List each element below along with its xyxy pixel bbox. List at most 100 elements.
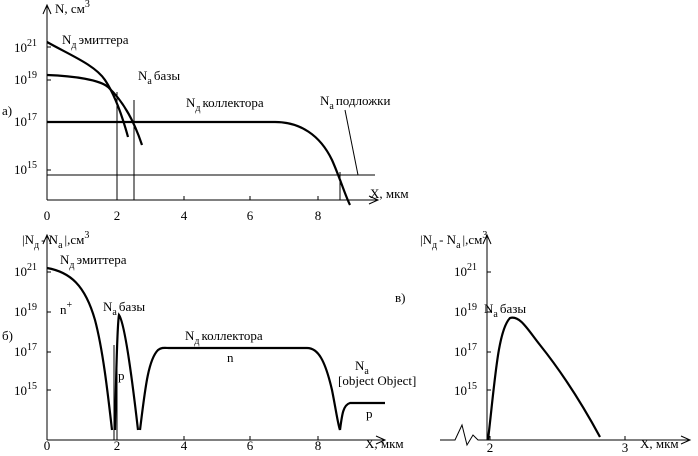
- x-tick-label: 6: [247, 438, 254, 453]
- panel-c-curves: [486, 316, 601, 441]
- y-axis-label: |Nд - Na |,см3: [22, 230, 89, 251]
- text-segment: N: [138, 68, 148, 83]
- text-segment: p: [118, 368, 125, 383]
- text-segment: базы: [154, 68, 181, 83]
- text-segment: a: [329, 101, 334, 112]
- text-segment: 10: [14, 304, 27, 319]
- region-label: n+: [60, 300, 73, 317]
- text-segment: p: [366, 406, 373, 421]
- text-segment: 17: [27, 342, 37, 353]
- x-tick-label: 2: [487, 440, 494, 455]
- y-axis-label: |Nд - Na |,см3: [420, 230, 487, 251]
- x-tick-label: 8: [315, 208, 322, 223]
- curve-label: Na базы: [484, 301, 526, 320]
- text-segment: д: [432, 240, 437, 251]
- text-segment: 17: [467, 342, 477, 353]
- text-segment: базы: [500, 301, 527, 316]
- text-segment: N: [185, 328, 195, 343]
- text-segment: д: [34, 240, 39, 251]
- panel-marker: б): [2, 328, 13, 343]
- text-segment: a: [493, 309, 498, 320]
- text-segment: N: [62, 32, 72, 47]
- y-tick-label: 1015: [14, 381, 37, 398]
- text-segment: подложки: [336, 93, 391, 108]
- region-label: p: [118, 368, 125, 383]
- x-tick-label: 3: [622, 440, 629, 455]
- text-segment: N: [103, 299, 113, 314]
- text-segment: 17: [27, 112, 37, 123]
- text-segment: 10: [454, 383, 467, 398]
- text-segment: a: [364, 366, 369, 377]
- text-segment: |N: [22, 232, 35, 247]
- curve-label: Na базы: [138, 68, 180, 87]
- text-segment: 10: [14, 162, 27, 177]
- text-segment: 21: [27, 38, 37, 49]
- text-segment: 15: [467, 381, 477, 392]
- text-segment: 15: [27, 381, 37, 392]
- text-segment: эмиттера: [78, 32, 128, 47]
- text-segment: N: [484, 301, 494, 316]
- text-segment: N: [320, 93, 330, 108]
- panel-marker: а): [2, 103, 12, 118]
- panel-marker: в): [395, 290, 405, 305]
- text-segment: базы: [119, 299, 146, 314]
- text-segment: N: [60, 252, 70, 267]
- text-segment: 3: [84, 230, 89, 241]
- text-segment: 3: [85, 0, 90, 10]
- y-tick-label: 1021: [454, 262, 477, 279]
- y-tick-label: 1019: [14, 302, 37, 319]
- curve-label: Nд эмиттера: [60, 252, 127, 271]
- text-segment: 10: [14, 72, 27, 87]
- y-tick-label: 1017: [14, 342, 37, 359]
- panel-b-curves: [46, 266, 385, 440]
- x-tick-label: 2: [114, 208, 121, 223]
- text-segment: эмиттера: [76, 252, 126, 267]
- curve-label: Na: [355, 358, 369, 377]
- curve-label: Nд коллектора: [185, 328, 263, 347]
- x-tick-label: 6: [247, 208, 254, 223]
- text-segment: 10: [14, 264, 27, 279]
- text-segment: д: [71, 40, 76, 51]
- curve-label: [object Object]: [338, 373, 416, 388]
- panel-a-curves: [46, 41, 375, 206]
- y-tick-label: 1019: [14, 70, 37, 87]
- text-segment: 21: [27, 262, 37, 273]
- x-tick-label: 0: [44, 208, 51, 223]
- x-axis-label: X, мкм: [640, 436, 679, 451]
- text-segment: +: [67, 300, 73, 311]
- text-segment: - N: [41, 232, 59, 247]
- text-segment: a: [456, 240, 461, 251]
- text-segment: 21: [467, 262, 477, 273]
- text-segment: 10: [14, 383, 27, 398]
- text-segment: 10: [14, 40, 27, 55]
- region-label: p: [366, 406, 373, 421]
- x-axis-label: X, мкм: [370, 186, 409, 201]
- text-segment: |,см: [65, 232, 85, 247]
- text-segment: 19: [27, 70, 37, 81]
- text-segment: 3: [482, 230, 487, 241]
- text-segment: a: [147, 76, 152, 87]
- curve-label: Nд эмиттера: [62, 32, 129, 51]
- text-segment: 10: [14, 344, 27, 359]
- text-segment: 19: [27, 302, 37, 313]
- text-segment: |N: [420, 232, 433, 247]
- y-tick-label: 1015: [454, 381, 477, 398]
- text-segment: N: [355, 358, 365, 373]
- text-segment: коллектора: [202, 95, 263, 110]
- text-segment: N, см: [55, 1, 85, 16]
- x-tick-label: 4: [181, 438, 188, 453]
- x-tick-label: 4: [181, 208, 188, 223]
- curve-label: Nд коллектора: [186, 95, 264, 114]
- text-segment: д: [194, 336, 199, 347]
- curve-label: Na базы: [103, 299, 145, 318]
- y-tick-label: 1021: [14, 262, 37, 279]
- x-tick-label: 0: [44, 438, 51, 453]
- curve-label: Na подложки: [320, 93, 391, 112]
- text-segment: 10: [14, 114, 27, 129]
- text-segment: 10: [454, 304, 467, 319]
- text-segment: a: [58, 240, 63, 251]
- y-tick-label: 1015: [14, 160, 37, 177]
- text-segment: |,см: [463, 232, 483, 247]
- text-segment: 10: [454, 344, 467, 359]
